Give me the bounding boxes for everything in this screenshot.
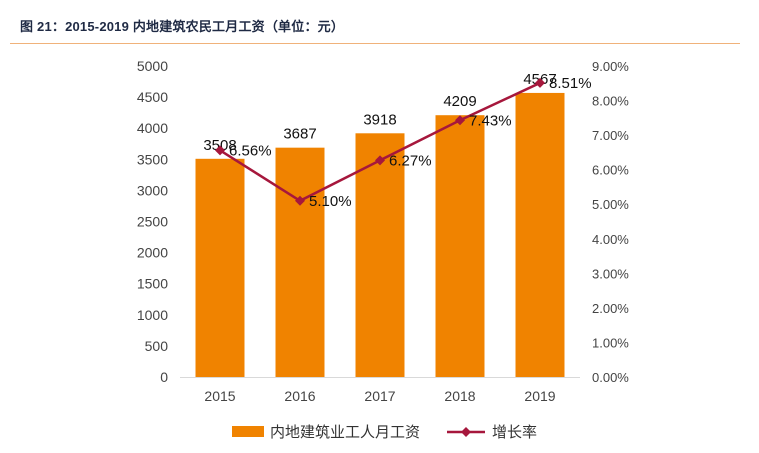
bar [515,92,565,377]
rate-marker [455,115,465,126]
left-tick-label: 0 [160,369,168,385]
rate-value-label: 7.43% [469,112,512,129]
x-tick-label: 2018 [444,388,475,404]
x-axis-ticks: 2015 2016 2017 2018 2019 [204,388,555,404]
left-tick-label: 4500 [137,89,168,105]
bar-value-label: 4209 [443,93,476,110]
left-tick-label: 3500 [137,151,168,167]
rate-marker [535,77,545,88]
bar [435,115,485,378]
right-tick-label: 5.00% [592,197,629,212]
bar-value-label: 3508 [203,137,236,154]
rate-value-label: 6.56% [229,142,272,159]
growth-rate-markers [215,77,545,206]
right-tick-label: 9.00% [592,59,629,74]
left-tick-label: 500 [145,338,169,354]
right-tick-label: 8.00% [592,94,629,109]
legend-line-label: 增长率 [492,423,537,441]
right-tick-label: 4.00% [592,232,629,247]
rate-value-label: 8.51% [549,75,592,92]
left-tick-label: 1000 [137,307,168,323]
x-tick-label: 2015 [204,388,235,404]
x-tick-label: 2017 [364,388,395,404]
left-tick-label: 2500 [137,214,168,230]
bar [355,133,405,377]
legend-bar-label: 内地建筑业工人月工资 [270,423,420,441]
right-tick-label: 7.00% [592,128,629,143]
left-axis-ticks: 0 500 1000 1500 2000 2500 3000 3500 4000 4500 5000 [137,58,168,385]
bar-series [195,92,565,378]
x-tick-label: 2019 [524,388,555,404]
left-tick-label: 5000 [137,58,168,74]
right-axis-ticks: 0.00% 1.00% 2.00% 3.00% 4.00% 5.00% 6.00% 7.00%… [592,59,629,385]
right-tick-label: 6.00% [592,163,629,178]
bar [275,147,325,377]
bar-value-label: 3918 [363,111,396,128]
bar-value-label: 3687 [283,126,316,143]
right-tick-label: 0.00% [592,370,629,385]
right-tick-label: 1.00% [592,335,629,350]
rate-value-label: 5.10% [309,193,352,210]
left-tick-label: 3000 [137,182,168,198]
left-tick-label: 1500 [137,276,168,292]
figure-header: 图 21：2015-2019 内地建筑农民工月工资（单位：元） [10,0,740,44]
rate-value-label: 6.27% [389,152,432,169]
x-tick-label: 2016 [284,388,315,404]
right-tick-label: 2.00% [592,301,629,316]
left-tick-label: 4000 [137,120,168,136]
chart-legend: 内地建筑业工人月工资 增长率 [232,423,537,441]
figure-title: 图 21：2015-2019 内地建筑农民工月工资（单位：元） [20,19,345,34]
legend-line-marker [461,427,471,437]
growth-rate-labels: 6.56% 5.10% 6.27% 7.43% 8.51% [229,75,592,210]
left-tick-label: 2000 [137,245,168,261]
rate-marker [215,145,225,156]
bar [195,158,245,377]
rate-marker [375,155,385,166]
right-tick-label: 3.00% [592,266,629,281]
rate-marker [295,195,305,206]
legend-bar-swatch [232,426,264,437]
